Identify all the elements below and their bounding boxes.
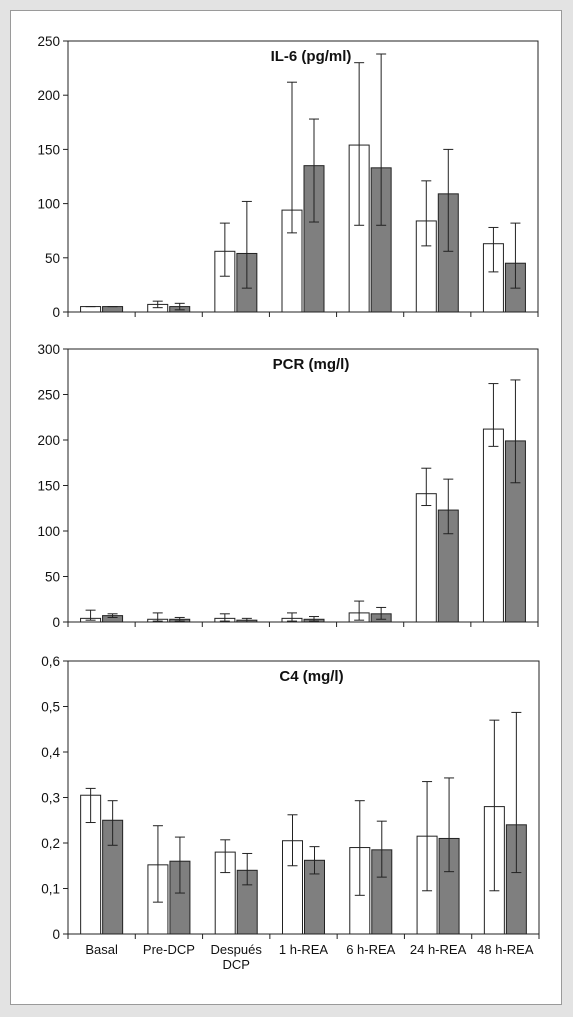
chart1-y-tick-label: 50 (45, 251, 60, 266)
chart3-y-tick-label: 0,4 (41, 745, 60, 760)
chart2-y-tick-label: 0 (52, 615, 60, 630)
chart2-bar-series1 (482, 428, 504, 623)
chart1-bar-series1 (80, 306, 102, 313)
chart3-y-tick-label: 0,6 (41, 654, 60, 669)
chart3-x-category-label: 24 h-REA (410, 942, 467, 957)
chart3-y-tick-label: 0 (52, 927, 60, 942)
chart1-y-tick-label: 250 (37, 34, 60, 49)
chart2-y-tick-label: 100 (37, 524, 60, 539)
chart3-x-category-label: DCP (222, 957, 249, 972)
chart1-plot-area (67, 40, 539, 313)
chart1-y-tick-label: 100 (37, 197, 60, 212)
chart3-x-category-label: Basal (85, 942, 118, 957)
chart3-title: C4 (mg/l) (279, 668, 343, 685)
chart1-bar-series2 (102, 306, 124, 313)
chart3-x-category-label: 1 h-REA (279, 942, 328, 957)
chart3-y-tick-label: 0,1 (41, 882, 60, 897)
chart3-x-category-label: Pre-DCP (143, 942, 195, 957)
chart3-y-tick-label: 0,3 (41, 791, 60, 806)
chart2-plot-area (67, 348, 539, 623)
chart1-y-tick-label: 150 (37, 142, 60, 157)
chart2-y-tick-label: 50 (45, 570, 60, 585)
chart1-y-tick-label: 0 (52, 305, 60, 320)
chart3-x-category-label: Después (211, 942, 263, 957)
chart3-y-tick-label: 0,5 (41, 700, 60, 715)
chart3-plot-area (67, 660, 540, 935)
figure-svg: 0 50 100 150 200 250 IL-6 (pg/ml) 0 50 100 150 200 2… (37, 34, 540, 972)
chart3-y-tick-label: 0,2 (41, 836, 60, 851)
chart2-y-tick-label: 200 (37, 433, 60, 448)
chart1-title: IL-6 (pg/ml) (271, 48, 352, 65)
chart2-y-tick-label: 250 (37, 388, 60, 403)
figure-frame: 0 50 100 150 200 250 IL-6 (pg/ml) 0 50 100 150 200 2… (10, 10, 562, 1005)
chart3-x-category-label: 48 h-REA (477, 942, 534, 957)
chart1-y-tick-label: 200 (37, 88, 60, 103)
chart3-x-category-label: 6 h-REA (346, 942, 395, 957)
chart2-bar-series1 (415, 493, 437, 623)
chart2-title: PCR (mg/l) (273, 356, 350, 373)
chart2-y-tick-label: 300 (37, 342, 60, 357)
chart2-y-tick-label: 150 (37, 479, 60, 494)
